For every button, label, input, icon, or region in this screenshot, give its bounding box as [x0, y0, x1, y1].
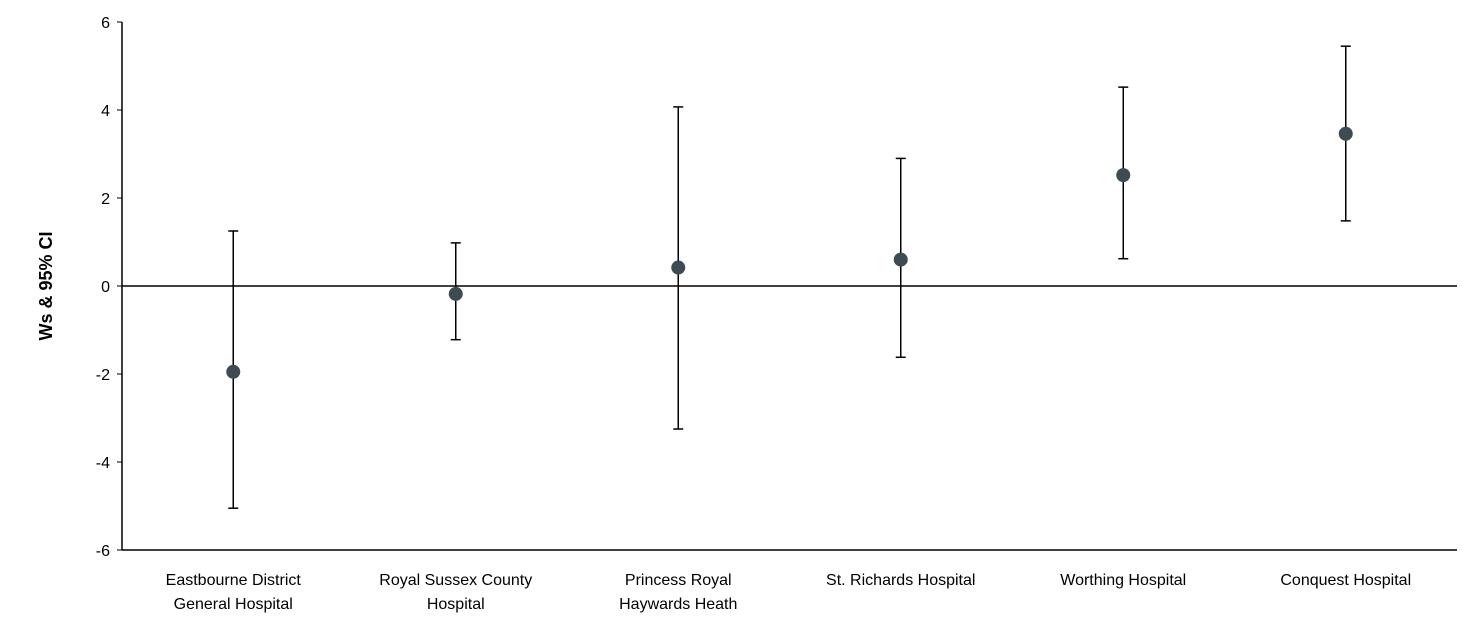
x-tick-labels: Eastbourne District General Hospital Royal… — [166, 572, 1411, 613]
x-tick-label: Princess Royal Haywards Heath — [619, 572, 737, 613]
x-tick-label: Conquest Hospital — [1280, 572, 1411, 589]
y-tick-label: -6 — [96, 543, 110, 560]
y-tick-label: 0 — [101, 279, 110, 296]
y-tick-label: -4 — [96, 455, 110, 472]
x-tick-label: Eastbourne District General Hospital — [166, 572, 302, 613]
x-tick-label: St. Richards Hospital — [826, 572, 975, 589]
data-point — [671, 260, 686, 275]
data-point — [226, 364, 241, 379]
axes — [121, 22, 1457, 551]
y-tick-labels: -6 -4 -2 0 2 4 6 — [96, 15, 122, 560]
x-tick-label: Royal Sussex County Hospital — [379, 572, 532, 613]
y-tick-label: 6 — [101, 15, 110, 32]
error-bars — [228, 45, 1351, 509]
y-axis-title: Ws & 95% CI — [36, 231, 56, 340]
y-tick-label: -2 — [96, 367, 110, 384]
data-point — [1338, 126, 1353, 141]
data-point — [1116, 168, 1131, 183]
y-tick-label: 2 — [101, 191, 110, 208]
data-point — [448, 286, 463, 301]
y-tick-label: 4 — [101, 103, 110, 120]
x-tick-label: Worthing Hospital — [1060, 572, 1186, 589]
data-point — [893, 252, 908, 267]
data-points — [226, 126, 1353, 379]
